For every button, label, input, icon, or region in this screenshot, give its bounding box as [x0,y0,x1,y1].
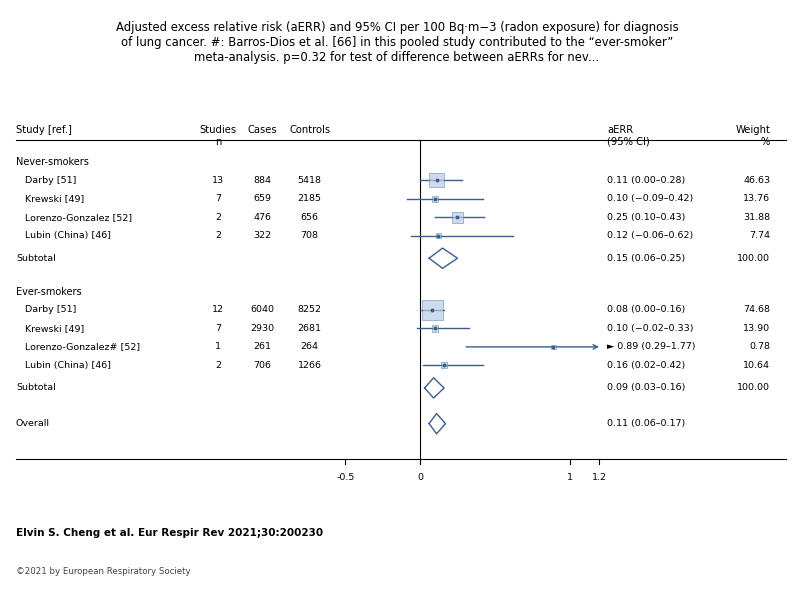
Text: Ever-smokers: Ever-smokers [16,287,82,296]
Text: Cases: Cases [247,125,277,135]
Bar [432,196,438,202]
Text: 0.10 (−0.02–0.33): 0.10 (−0.02–0.33) [607,324,694,333]
Text: 1.2: 1.2 [592,473,607,482]
Text: Lubin (China) [46]: Lubin (China) [46] [25,361,111,370]
Text: 656: 656 [301,212,318,222]
Bar [422,299,442,321]
Text: Krewski [49]: Krewski [49] [25,324,85,333]
Text: Subtotal: Subtotal [16,253,56,263]
Text: 74.68: 74.68 [743,305,770,315]
Text: 0.16 (0.02–0.42): 0.16 (0.02–0.42) [607,361,686,370]
Text: Overall: Overall [16,419,50,428]
Text: aERR
(95% CI): aERR (95% CI) [607,125,650,146]
Text: 2185: 2185 [298,194,322,203]
Text: 264: 264 [301,342,318,352]
Text: 100.00: 100.00 [737,253,770,263]
Text: 0.09 (0.03–0.16): 0.09 (0.03–0.16) [607,383,686,393]
Text: Studies
n: Studies n [200,125,237,146]
Bar [551,345,556,349]
Bar [452,212,463,223]
Text: 0.12 (−0.06–0.62): 0.12 (−0.06–0.62) [607,231,694,240]
Text: 12: 12 [212,305,225,315]
Text: Lorenzo-Gonzalez [52]: Lorenzo-Gonzalez [52] [25,212,133,222]
Text: 6040: 6040 [250,305,274,315]
Bar [432,325,438,331]
Text: 0.08 (0.00–0.16): 0.08 (0.00–0.16) [607,305,686,315]
Text: -0.5: -0.5 [336,473,355,482]
Text: 884: 884 [253,176,271,185]
Text: 7: 7 [215,194,222,203]
Text: 1: 1 [567,473,572,482]
Text: 31.88: 31.88 [743,212,770,222]
Text: 0.11 (0.06–0.17): 0.11 (0.06–0.17) [607,419,686,428]
Bar [441,362,447,368]
Text: 2930: 2930 [250,324,274,333]
Text: 2: 2 [215,231,222,240]
Text: 0: 0 [417,473,423,482]
Text: 5418: 5418 [298,176,322,185]
Text: Krewski [49]: Krewski [49] [25,194,85,203]
Text: 8252: 8252 [298,305,322,315]
Text: 13.90: 13.90 [743,324,770,333]
Text: 7: 7 [215,324,222,333]
Text: Lorenzo-Gonzalez# [52]: Lorenzo-Gonzalez# [52] [25,342,141,352]
Text: 1: 1 [215,342,222,352]
Text: 261: 261 [253,342,271,352]
Text: 0.25 (0.10–0.43): 0.25 (0.10–0.43) [607,212,686,222]
Text: 476: 476 [253,212,271,222]
Text: 13: 13 [212,176,225,185]
Text: Never-smokers: Never-smokers [16,157,89,167]
Text: 0.10 (−0.09–0.42): 0.10 (−0.09–0.42) [607,194,694,203]
Text: 708: 708 [301,231,318,240]
Text: 10.64: 10.64 [743,361,770,370]
Text: 0.15 (0.06–0.25): 0.15 (0.06–0.25) [607,253,686,263]
Text: 13.76: 13.76 [743,194,770,203]
Bar [430,173,444,187]
Text: Study [ref.]: Study [ref.] [16,125,71,135]
Text: Darby [51]: Darby [51] [25,305,77,315]
Text: ► 0.89 (0.29–1.77): ► 0.89 (0.29–1.77) [607,342,696,352]
Text: ©2021 by European Respiratory Society: ©2021 by European Respiratory Society [16,566,191,576]
Text: Adjusted excess relative risk (aERR) and 95% CI per 100 Bq·m−3 (radon exposure) : Adjusted excess relative risk (aERR) and… [116,21,678,64]
Text: Controls: Controls [289,125,330,135]
Text: Weight
%: Weight % [735,125,770,146]
Text: 2681: 2681 [298,324,322,333]
Text: 2: 2 [215,361,222,370]
Text: 706: 706 [253,361,271,370]
Text: 659: 659 [253,194,271,203]
Text: 0.78: 0.78 [750,342,770,352]
Text: 0.11 (0.00–0.28): 0.11 (0.00–0.28) [607,176,686,185]
Text: Darby [51]: Darby [51] [25,176,77,185]
Bar [436,233,441,238]
Text: 2: 2 [215,212,222,222]
Text: Subtotal: Subtotal [16,383,56,393]
Text: 7.74: 7.74 [750,231,770,240]
Text: 46.63: 46.63 [743,176,770,185]
Text: Lubin (China) [46]: Lubin (China) [46] [25,231,111,240]
Text: Elvin S. Cheng et al. Eur Respir Rev 2021;30:200230: Elvin S. Cheng et al. Eur Respir Rev 202… [16,528,323,537]
Text: 100.00: 100.00 [737,383,770,393]
Text: 1266: 1266 [298,361,322,370]
Text: 322: 322 [253,231,271,240]
